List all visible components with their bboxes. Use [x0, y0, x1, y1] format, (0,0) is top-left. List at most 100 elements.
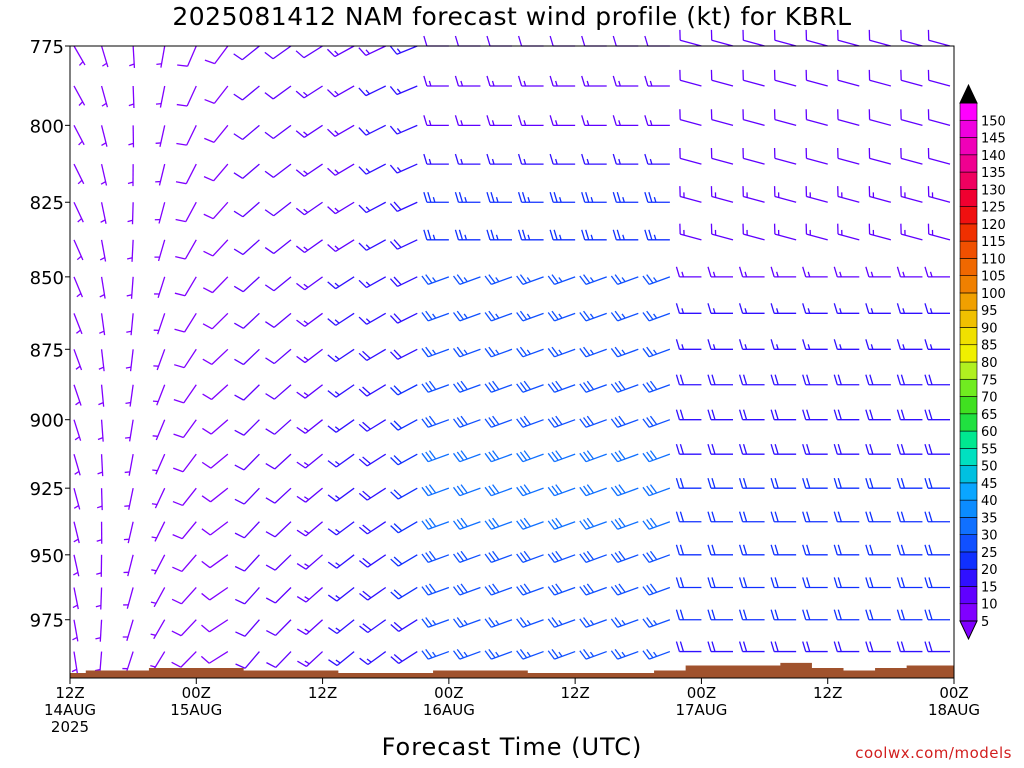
barb-half-flag [156, 63, 162, 65]
wind-barb [610, 648, 639, 660]
barb-flag [177, 64, 188, 67]
barb-flag [456, 485, 465, 495]
barb-flag [425, 417, 433, 427]
wind-barb [770, 511, 797, 523]
barb-flag [523, 550, 531, 560]
barb-flag [579, 650, 587, 660]
barb-flag [235, 598, 246, 605]
wind-barb [484, 274, 513, 285]
colorbar-swatch [959, 396, 978, 415]
barb-half-flag [902, 308, 906, 314]
barb-half-flag [622, 234, 625, 241]
barb-shaft [365, 124, 387, 136]
barb-flag [327, 206, 336, 215]
barb-flag [173, 433, 184, 439]
wind-barb [924, 609, 950, 621]
barb-shaft [243, 487, 260, 505]
barb-shaft [554, 419, 576, 428]
barb-shaft [305, 619, 324, 635]
barb-half-flag [334, 169, 340, 174]
barb-shaft [617, 650, 639, 660]
barb-shaft [274, 487, 292, 504]
barb-flag [806, 609, 811, 620]
wind-barb [155, 163, 166, 186]
barb-flag [770, 577, 775, 588]
wind-barb [517, 192, 544, 203]
barb-flag [833, 443, 838, 455]
barb-shaft [184, 312, 197, 333]
barb-shaft [901, 79, 923, 87]
barb-shaft [305, 453, 323, 469]
barb-shaft [928, 157, 951, 165]
barb-flag [547, 312, 555, 322]
barb-shaft [303, 163, 323, 177]
barb-flag [837, 544, 842, 556]
wind-barb [549, 75, 576, 87]
colorbar-swatch [959, 102, 978, 121]
barb-flag [296, 595, 307, 603]
barb-flag [649, 380, 658, 390]
barb-flag [425, 451, 433, 461]
wind-barb [486, 229, 512, 241]
barb-shaft [522, 521, 544, 530]
wind-barb [390, 521, 418, 534]
barb-shaft [554, 384, 576, 393]
barb-half-flag [589, 313, 595, 319]
wind-barb [610, 346, 639, 358]
barb-shaft [427, 276, 450, 285]
wind-barb [679, 147, 702, 165]
wind-barb [423, 75, 449, 87]
barb-flag [675, 544, 681, 556]
barb-flag [428, 517, 437, 527]
barb-half-flag [334, 130, 340, 135]
wind-barb [389, 276, 418, 288]
colorbar-label: 120 [981, 218, 1006, 233]
wind-barb [927, 223, 951, 241]
wind-barb [742, 186, 765, 203]
barb-half-flag [334, 355, 340, 360]
barb-half-flag [76, 329, 81, 334]
barb-flag [642, 618, 650, 628]
barb-flag [583, 648, 591, 659]
barb-flag [359, 625, 369, 633]
wind-barb [805, 109, 828, 126]
barb-flag [327, 167, 336, 176]
barb-flag [393, 589, 403, 598]
wind-barb [579, 517, 607, 530]
barb-flag [581, 192, 586, 203]
barb-shaft [304, 201, 323, 216]
barb-flag [460, 380, 468, 390]
wind-barb [296, 487, 323, 503]
barb-flag [774, 641, 779, 652]
colorbar-label: 70 [981, 391, 998, 406]
wind-barb [150, 619, 166, 640]
wind-barb [547, 648, 576, 660]
barb-flag [327, 425, 337, 433]
barb-flag [742, 511, 748, 522]
wind-barb [484, 583, 513, 596]
barb-flag [583, 552, 591, 562]
source-credit[interactable]: coolwx.com/models [855, 744, 1012, 762]
barb-shaft [157, 313, 166, 335]
wind-barb [516, 617, 544, 628]
wind-barb [152, 419, 166, 441]
barb-flag [233, 93, 243, 101]
barb-flag [423, 192, 428, 203]
barb-flag [295, 169, 305, 177]
wind-barb [738, 374, 765, 386]
barb-half-flag [558, 651, 563, 657]
barb-shaft [211, 384, 229, 400]
barb-flag [393, 349, 402, 358]
barb-half-flag [495, 619, 500, 625]
barb-half-flag [653, 277, 658, 283]
wind-barb [202, 312, 229, 330]
barb-flag [425, 519, 433, 529]
barb-flag [896, 443, 902, 455]
wind-barb [123, 587, 134, 609]
wind-barb [454, 153, 481, 165]
barb-shaft [73, 85, 86, 106]
barb-flag [900, 577, 906, 588]
colorbar-swatch [959, 499, 978, 518]
wind-barb [833, 544, 860, 556]
barb-shaft [305, 487, 323, 503]
